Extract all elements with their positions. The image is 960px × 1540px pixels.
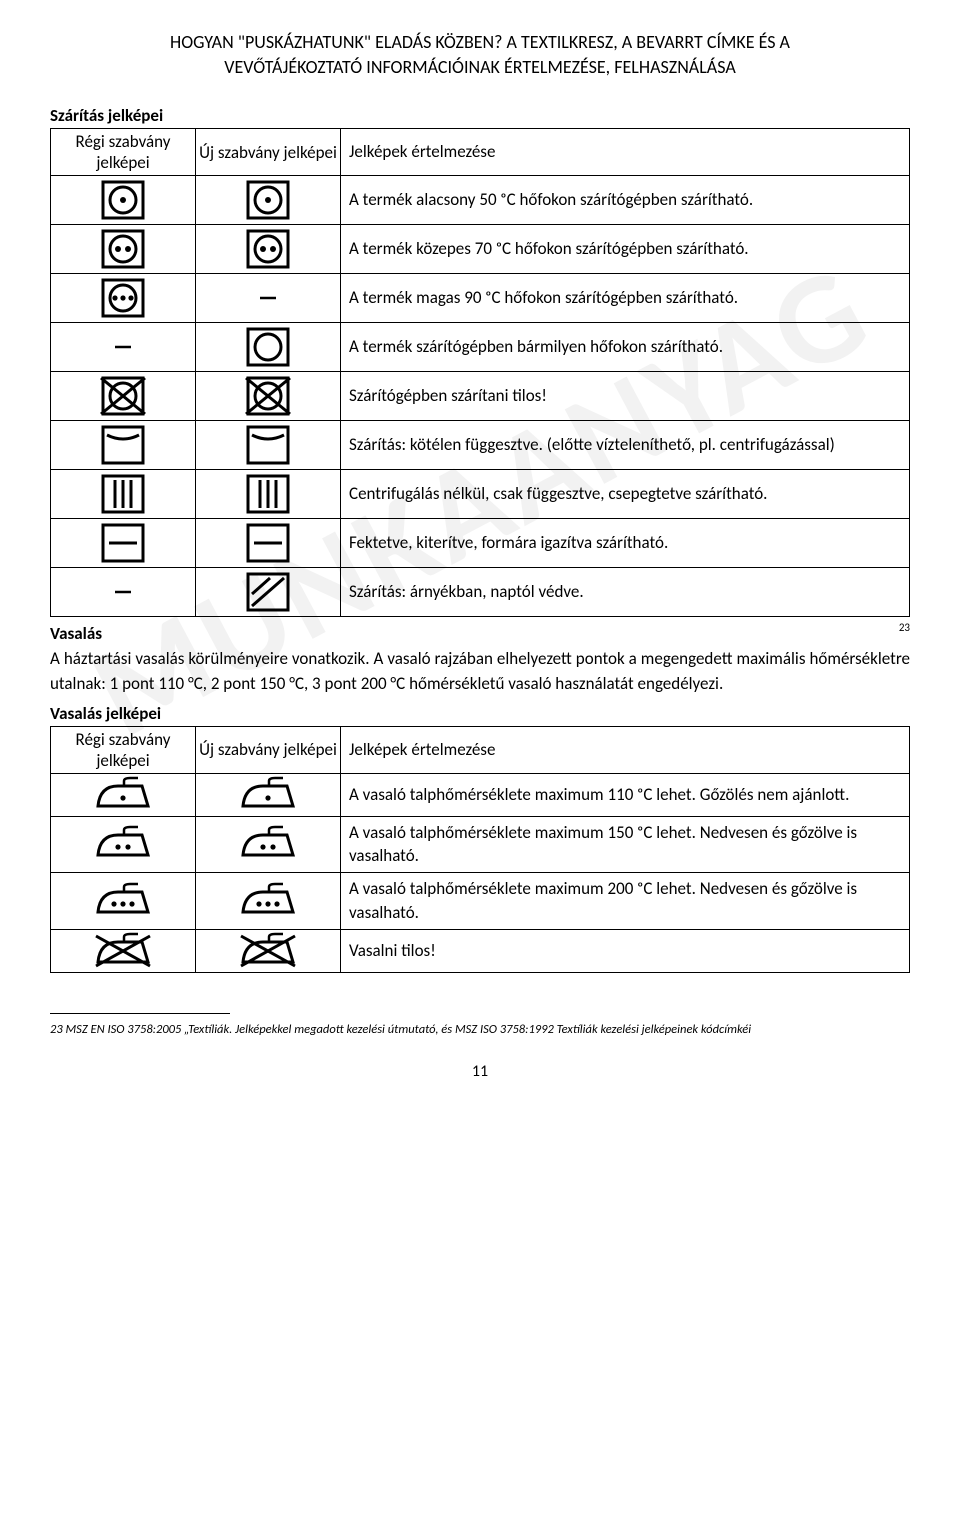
table-row: Szárítógépben szárítani tilos! — [51, 372, 910, 421]
row-description: A termék szárítógépben bármilyen hőfokon… — [341, 323, 910, 372]
symbol-old-icon — [51, 568, 196, 617]
table-row: Vasalni tilos! — [51, 929, 910, 972]
row-description: A vasaló talphőmérséklete maximum 110 ᵒC… — [341, 773, 910, 816]
symbol-new-icon — [196, 323, 341, 372]
header-line-2: VEVŐTÁJÉKOZTATÓ INFORMÁCIÓINAK ÉRTELMEZÉ… — [224, 56, 736, 78]
row-description: A termék alacsony 50 ᵒC hőfokon szárítóg… — [341, 176, 910, 225]
page-number: 11 — [50, 1062, 910, 1081]
col-desc-header: Jelképek értelmezése — [341, 129, 910, 176]
col-desc-header: Jelképek értelmezése — [341, 726, 910, 773]
table-row: Szárítás: kötélen függesztve. (előtte ví… — [51, 421, 910, 470]
symbol-new-icon — [196, 568, 341, 617]
row-description: A vasaló talphőmérséklete maximum 150 ᵒC… — [341, 816, 910, 873]
col-old-header: Régi szabvány jelképei — [51, 129, 196, 176]
row-description: Vasalni tilos! — [341, 929, 910, 972]
symbol-new-icon — [196, 470, 341, 519]
ironing-paragraph: A háztartási vasalás körülményeire vonat… — [50, 647, 910, 696]
row-description: Szárítógépben szárítani tilos! — [341, 372, 910, 421]
symbol-new-icon — [196, 519, 341, 568]
drying-table: Régi szabvány jelképei Új szabvány jelké… — [50, 128, 910, 617]
symbol-old-icon — [51, 372, 196, 421]
table-row: A termék közepes 70 ᵒC hőfokon szárítógé… — [51, 225, 910, 274]
symbol-old-icon — [51, 176, 196, 225]
table-row: A termék szárítógépben bármilyen hőfokon… — [51, 323, 910, 372]
col-old-header: Régi szabvány jelképei — [51, 726, 196, 773]
col-new-header: Új szabvány jelképei — [196, 726, 341, 773]
row-description: Szárítás: kötélen függesztve. (előtte ví… — [341, 421, 910, 470]
header-line-1: HOGYAN "PUSKÁZHATUNK" ELADÁS KÖZBEN? A T… — [170, 31, 790, 53]
symbol-old-icon — [51, 873, 196, 930]
symbol-old-icon — [51, 470, 196, 519]
symbol-old-icon — [51, 274, 196, 323]
page-header: HOGYAN "PUSKÁZHATUNK" ELADÁS KÖZBEN? A T… — [50, 30, 910, 80]
table-row: A termék magas 90 ᵒC hőfokon szárítógépb… — [51, 274, 910, 323]
symbol-new-icon — [196, 873, 341, 930]
symbol-old-icon — [51, 816, 196, 873]
footnote-text: 23 MSZ EN ISO 3758:2005 „Textíliák. Jelk… — [50, 1022, 910, 1037]
symbol-old-icon — [51, 929, 196, 972]
table-row: A vasaló talphőmérséklete maximum 200 ᵒC… — [51, 873, 910, 930]
symbol-new-icon — [196, 773, 341, 816]
symbol-old-icon — [51, 773, 196, 816]
symbol-new-icon — [196, 929, 341, 972]
symbol-old-icon — [51, 225, 196, 274]
symbol-new-icon — [196, 372, 341, 421]
row-description: Centrifugálás nélkül, csak függesztve, c… — [341, 470, 910, 519]
row-description: A termék közepes 70 ᵒC hőfokon szárítógé… — [341, 225, 910, 274]
col-new-header: Új szabvány jelképei — [196, 129, 341, 176]
symbol-old-icon — [51, 519, 196, 568]
table-header-row: Régi szabvány jelképei Új szabvány jelké… — [51, 726, 910, 773]
ironing-section-title: Vasalás jelképei — [50, 703, 910, 724]
table-row: A vasaló talphőmérséklete maximum 150 ᵒC… — [51, 816, 910, 873]
drying-section-title: Szárítás jelképei — [50, 105, 910, 126]
table-row: Szárítás: árnyékban, naptól védve. — [51, 568, 910, 617]
row-description: A termék magas 90 ᵒC hőfokon szárítógépb… — [341, 274, 910, 323]
table-row: A termék alacsony 50 ᵒC hőfokon szárítóg… — [51, 176, 910, 225]
symbol-old-icon — [51, 421, 196, 470]
ironing-table: Régi szabvány jelképei Új szabvány jelké… — [50, 726, 910, 973]
row-description: A vasaló talphőmérséklete maximum 200 ᵒC… — [341, 873, 910, 930]
row-description: Szárítás: árnyékban, naptól védve. — [341, 568, 910, 617]
ironing-heading: Vasalás — [50, 623, 910, 644]
table-row: A vasaló talphőmérséklete maximum 110 ᵒC… — [51, 773, 910, 816]
footnote-ref: 23 — [899, 621, 910, 634]
footnote-rule — [50, 1013, 230, 1014]
symbol-new-icon — [196, 421, 341, 470]
symbol-new-icon — [196, 225, 341, 274]
symbol-new-icon — [196, 176, 341, 225]
symbol-old-icon — [51, 323, 196, 372]
table-row: Centrifugálás nélkül, csak függesztve, c… — [51, 470, 910, 519]
symbol-new-icon — [196, 274, 341, 323]
symbol-new-icon — [196, 816, 341, 873]
row-description: Fektetve, kiterítve, formára igazítva sz… — [341, 519, 910, 568]
table-row: Fektetve, kiterítve, formára igazítva sz… — [51, 519, 910, 568]
table-header-row: Régi szabvány jelképei Új szabvány jelké… — [51, 129, 910, 176]
